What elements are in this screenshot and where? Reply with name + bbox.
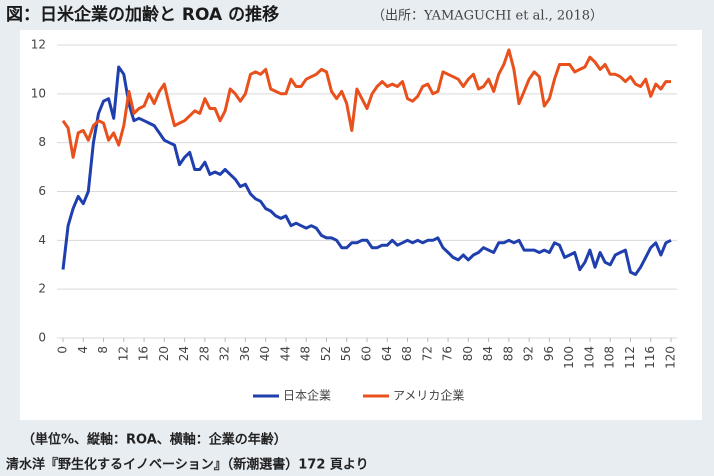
y-tick-label: 0 — [38, 331, 46, 345]
y-tick-label: 12 — [31, 38, 46, 52]
x-tick-label: 120 — [664, 346, 678, 369]
legend-label: 日本企業 — [283, 388, 331, 403]
x-tick-label: 8 — [96, 346, 110, 354]
x-tick-label: 4 — [76, 346, 90, 354]
chart-title: 図：日米企業の加齢と ROA の推移 — [6, 4, 279, 25]
x-tick-label: 84 — [481, 346, 495, 361]
x-tick-label: 112 — [623, 346, 637, 369]
y-tick-label: 4 — [38, 233, 46, 247]
x-tick-label: 28 — [197, 346, 211, 361]
x-tick-label: 88 — [501, 346, 515, 361]
x-tick-label: 96 — [542, 346, 556, 361]
x-tick-label: 12 — [116, 346, 130, 361]
x-tick-label: 68 — [400, 346, 414, 361]
note: 清水洋『野生化するイノベーション』（新潮選書）172 頁より — [6, 457, 369, 473]
x-tick-label: 72 — [420, 346, 434, 361]
x-tick-label: 20 — [157, 346, 171, 361]
x-tick-label: 0 — [56, 346, 70, 354]
x-tick-label: 116 — [643, 346, 657, 369]
y-tick-label: 8 — [38, 135, 46, 149]
x-tick-label: 64 — [380, 346, 394, 361]
x-tick-label: 56 — [339, 346, 353, 361]
series-line — [61, 65, 672, 276]
x-tick-label: 100 — [562, 346, 576, 369]
x-tick-label: 76 — [441, 346, 455, 361]
note: （単位%、縦軸：ROA、横軸：企業の年齢） — [22, 432, 287, 448]
x-tick-label: 92 — [522, 346, 536, 361]
x-tick-label: 48 — [299, 346, 313, 361]
series-line — [61, 48, 671, 159]
x-tick-label: 108 — [603, 346, 617, 369]
y-tick-label: 10 — [31, 86, 46, 100]
y-tick-label: 6 — [38, 184, 46, 198]
x-tick-label: 16 — [137, 346, 151, 361]
x-tick-label: 104 — [582, 346, 596, 369]
x-tick-label: 80 — [461, 346, 475, 361]
x-tick-label: 40 — [258, 346, 272, 361]
x-tick-label: 60 — [360, 346, 374, 361]
x-tick-label: 52 — [319, 346, 333, 361]
chart-subtitle: （出所：YAMAGUCHI et al., 2018） — [372, 9, 603, 24]
x-tick-label: 44 — [278, 346, 292, 361]
x-tick-label: 32 — [218, 346, 232, 361]
legend-label: アメリカ企業 — [393, 388, 464, 403]
y-tick-label: 2 — [38, 282, 46, 296]
x-tick-label: 36 — [238, 346, 252, 361]
x-tick-label: 24 — [177, 346, 191, 361]
